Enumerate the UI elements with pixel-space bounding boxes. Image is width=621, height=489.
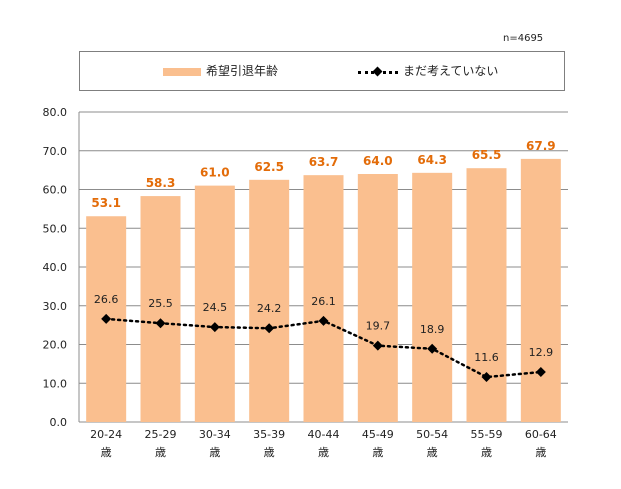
y-tick-label: 60.0 [43,184,68,197]
y-tick-label: 70.0 [43,145,68,158]
line-value-label: 25.5 [148,297,173,310]
bar [412,172,453,422]
line-point-marker [427,343,438,354]
bar [357,174,398,422]
line-point-marker [318,315,329,326]
x-tick-suffix: 歳 [427,446,438,459]
y-tick-label: 0.0 [50,416,68,429]
line-point-marker [535,367,546,378]
bar-value-label: 53.1 [91,196,121,210]
line-value-label: 19.7 [366,320,391,333]
legend-bar-label: 希望引退年齢 [206,64,279,78]
bar-value-label: 58.3 [146,176,176,190]
bar [249,179,290,422]
x-tick-suffix: 歳 [481,446,492,459]
line-value-label: 12.9 [529,346,554,359]
y-tick-label: 40.0 [43,261,68,274]
line-value-label: 24.2 [257,302,282,315]
line-point-marker [372,340,383,351]
bar-value-label: 64.3 [417,153,447,167]
line-point-marker [264,323,275,334]
y-tick-label: 20.0 [43,339,68,352]
x-tick-label: 45-49 [362,428,394,441]
x-tick-suffix: 歳 [155,446,166,459]
bar-value-label: 63.7 [309,155,339,169]
bar [140,196,181,422]
x-tick-label: 25-29 [145,428,177,441]
x-tick-label: 40-44 [308,428,340,441]
bar-value-label: 62.5 [254,160,284,174]
x-tick-label: 20-24 [90,428,122,441]
x-tick-suffix: 歳 [209,446,220,459]
y-tick-label: 30.0 [43,300,68,313]
legend-bar-swatch [163,68,201,76]
line-value-label: 11.6 [474,351,499,364]
x-tick-label: 35-39 [253,428,285,441]
x-tick-suffix: 歳 [318,446,329,459]
bar [194,185,235,422]
y-tick-label: 80.0 [43,106,68,119]
legend: 希望引退年齢 まだ考えていない [79,51,565,91]
line-value-label: 26.1 [311,295,336,308]
x-tick-suffix: 歳 [101,446,112,459]
line-value-label: 24.5 [203,301,228,314]
line-point-marker [481,372,492,383]
bar-value-label: 64.0 [363,154,393,168]
x-tick-suffix: 歳 [535,446,546,459]
line-value-label: 26.6 [94,293,119,306]
sample-size-note: n=4695 [503,33,544,44]
bar [303,175,344,422]
bar [466,168,507,422]
bar [520,158,561,422]
y-tick-label: 50.0 [43,222,68,235]
x-tick-label: 55-59 [471,428,503,441]
x-tick-label: 60-64 [525,428,557,441]
line-point-marker [155,318,166,329]
line-value-label: 18.9 [420,323,445,336]
x-tick-label: 30-34 [199,428,231,441]
legend-line-label: まだ考えていない [403,64,499,78]
line-point-marker [101,313,112,324]
bar-value-label: 61.0 [200,166,230,180]
x-tick-label: 50-54 [416,428,448,441]
y-tick-label: 10.0 [43,377,68,390]
line-point-marker [209,322,220,333]
bar-value-label: 65.5 [472,148,502,162]
bar-value-label: 67.9 [526,139,556,153]
x-tick-suffix: 歳 [264,446,275,459]
x-tick-suffix: 歳 [372,446,383,459]
